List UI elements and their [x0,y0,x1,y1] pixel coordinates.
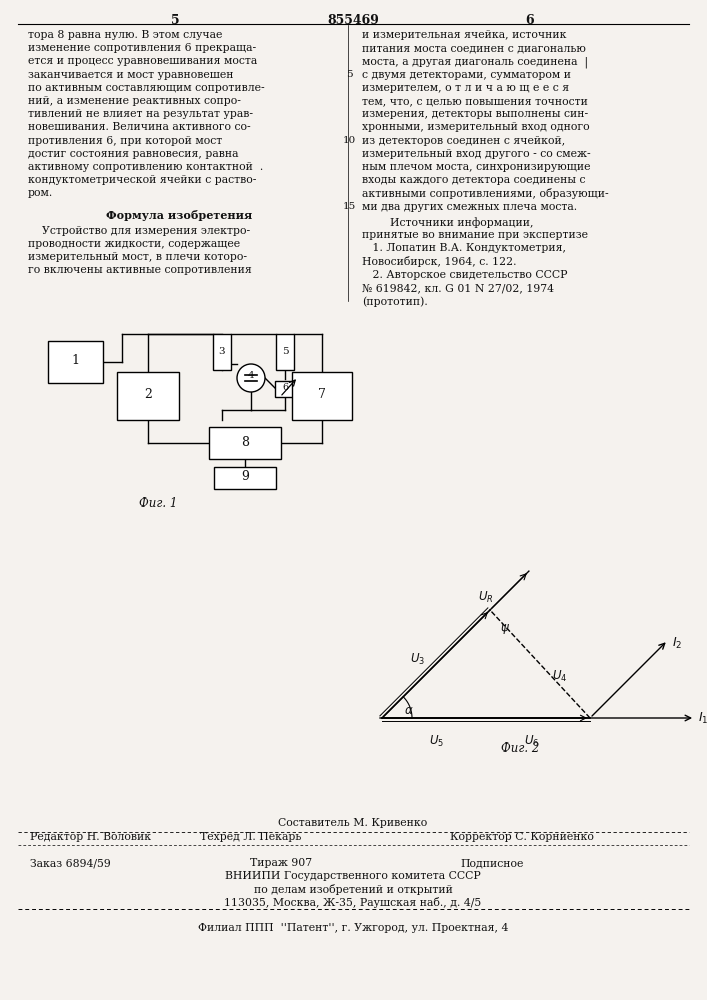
Text: по активным составляющим сопротивле-: по активным составляющим сопротивле- [28,83,264,93]
Text: Тираж 907: Тираж 907 [250,858,312,868]
Text: Корректор С. Корниенко: Корректор С. Корниенко [450,832,594,842]
Text: 3: 3 [218,347,226,356]
Text: Устройство для измерения электро-: Устройство для измерения электро- [28,226,250,236]
Text: 5: 5 [170,14,180,27]
Text: $I_2$: $I_2$ [672,636,682,651]
Text: принятые во внимание при экспертизе: принятые во внимание при экспертизе [362,230,588,240]
Text: $I_1$: $I_1$ [698,710,707,726]
Text: проводности жидкости, содержащее: проводности жидкости, содержащее [28,239,240,249]
Text: Подписное: Подписное [460,858,523,868]
Text: 2. Авторское свидетельство СССР: 2. Авторское свидетельство СССР [362,270,568,280]
Text: Фиг. 2: Фиг. 2 [501,742,539,755]
Text: $U_6$: $U_6$ [525,734,539,749]
Text: из детекторов соединен с ячейкой,: из детекторов соединен с ячейкой, [362,136,566,146]
Text: измерительный вход другого - со смеж-: измерительный вход другого - со смеж- [362,149,590,159]
Text: 6: 6 [526,14,534,27]
Text: Заказ 6894/59: Заказ 6894/59 [30,858,111,868]
Text: $\alpha$: $\alpha$ [404,704,414,717]
Text: противления 6, при которой мост: противления 6, при которой мост [28,136,222,146]
Text: Формула изобретения: Формула изобретения [106,210,252,221]
Text: заканчивается и мост уравновешен: заканчивается и мост уравновешен [28,70,233,80]
Text: новешивания. Величина активного со-: новешивания. Величина активного со- [28,122,250,132]
Text: $U_5$: $U_5$ [429,734,445,749]
Text: 9: 9 [241,471,249,484]
Text: по делам изобретений и открытий: по делам изобретений и открытий [254,884,452,895]
Text: 4: 4 [247,371,255,380]
Text: ний, а изменение реактивных сопро-: ний, а изменение реактивных сопро- [28,96,241,106]
Text: кондуктометрической ячейки с раство-: кондуктометрической ячейки с раство- [28,175,257,185]
Text: тора 8 равна нулю. В этом случае: тора 8 равна нулю. В этом случае [28,30,223,40]
Bar [276,334,294,370]
Text: $\psi$: $\psi$ [500,622,510,636]
Text: 7: 7 [318,388,326,401]
Text: Фиг. 1: Фиг. 1 [139,497,177,510]
Text: активными сопротивлениями, образующи-: активными сопротивлениями, образующи- [362,188,609,199]
Text: ется и процесс уравновешивания моста: ется и процесс уравновешивания моста [28,56,257,66]
Bar [275,381,295,397]
Text: измерителем, о т л и ч а ю щ е е с я: измерителем, о т л и ч а ю щ е е с я [362,83,569,93]
Text: достиг состояния равновесия, равна: достиг состояния равновесия, равна [28,149,238,159]
Text: Составитель М. Кривенко: Составитель М. Кривенко [279,818,428,828]
Text: ным плечом моста, синхронизирующие: ным плечом моста, синхронизирующие [362,162,590,172]
Circle shape [237,364,265,392]
Text: 855469: 855469 [327,14,379,27]
Text: измерения, детекторы выполнены син-: измерения, детекторы выполнены син- [362,109,588,119]
Text: 2: 2 [144,388,152,401]
Text: Источники информации,: Источники информации, [362,217,534,228]
Text: Филиал ППП  ''Патент'', г. Ужгород, ул. Проектная, 4: Филиал ППП ''Патент'', г. Ужгород, ул. П… [198,923,508,933]
Text: тивлений не влияет на результат урав-: тивлений не влияет на результат урав- [28,109,253,119]
Text: 8: 8 [241,436,249,448]
Bar [213,334,231,370]
Bar [292,372,352,420]
Text: Редактор Н. Воловик: Редактор Н. Воловик [30,832,151,842]
Text: № 619842, кл. G 01 N 27/02, 1974: № 619842, кл. G 01 N 27/02, 1974 [362,283,554,293]
Text: го включены активные сопротивления: го включены активные сопротивления [28,265,252,275]
Text: 5: 5 [346,70,352,79]
Text: входы каждого детектора соединены с: входы каждого детектора соединены с [362,175,585,185]
Bar [117,372,179,420]
Text: измерительный мост, в плечи которо-: измерительный мост, в плечи которо- [28,252,247,262]
Text: изменение сопротивления 6 прекраща-: изменение сопротивления 6 прекраща- [28,43,256,53]
Text: ВНИИПИ Государственного комитета СССР: ВНИИПИ Государственного комитета СССР [225,871,481,881]
Text: 5: 5 [281,347,288,356]
Text: хронными, измерительный вход одного: хронными, измерительный вход одного [362,122,590,132]
Text: и измерительная ячейка, источник: и измерительная ячейка, источник [362,30,566,40]
Text: $U_R$: $U_R$ [478,590,493,605]
Text: $U_3$: $U_3$ [410,652,425,667]
Text: тем, что, с целью повышения точности: тем, что, с целью повышения точности [362,96,588,106]
Text: 15: 15 [342,202,356,211]
Text: Техред Л. Пекарь: Техред Л. Пекарь [200,832,301,842]
Text: $U_4$: $U_4$ [552,669,567,684]
Text: питания моста соединен с диагональю: питания моста соединен с диагональю [362,43,586,53]
Text: 6: 6 [282,382,288,391]
Bar [209,427,281,459]
Bar [47,341,103,383]
Bar [214,467,276,489]
Text: активному сопротивлению контактной  .: активному сопротивлению контактной . [28,162,263,172]
Text: с двумя детекторами, сумматором и: с двумя детекторами, сумматором и [362,70,571,80]
Text: (прототип).: (прототип). [362,296,428,307]
Text: Новосибирск, 1964, с. 122.: Новосибирск, 1964, с. 122. [362,256,517,267]
Text: 1. Лопатин В.А. Кондуктометрия,: 1. Лопатин В.А. Кондуктометрия, [362,243,566,253]
Text: 10: 10 [342,136,356,145]
Text: 113035, Москва, Ж-35, Раушская наб., д. 4/5: 113035, Москва, Ж-35, Раушская наб., д. … [224,897,481,908]
Text: 1: 1 [71,355,79,367]
Text: моста, а другая диагональ соединена  |: моста, а другая диагональ соединена | [362,56,588,68]
Text: ми два других смежных плеча моста.: ми два других смежных плеча моста. [362,202,577,212]
Text: ром.: ром. [28,188,53,198]
